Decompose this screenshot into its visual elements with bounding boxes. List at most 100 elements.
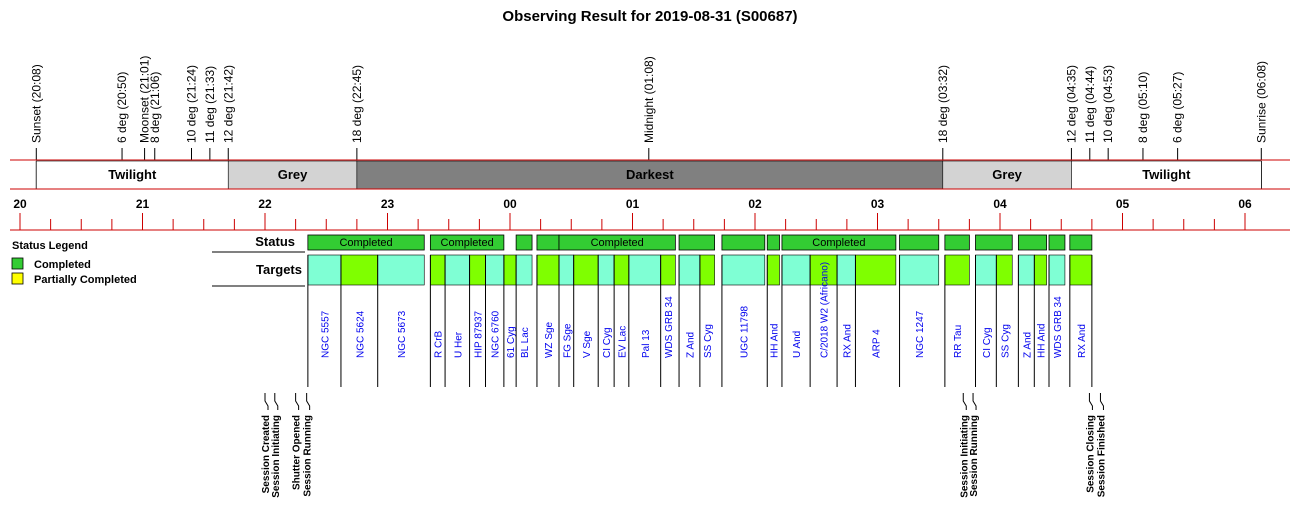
target-block <box>503 254 517 286</box>
event-label: 8 deg (05:10) <box>1136 72 1150 143</box>
target-block <box>515 254 533 286</box>
event-label: 11 deg (21:33) <box>203 66 217 143</box>
target-label: V Sge <box>582 330 593 358</box>
event-label: Sunrise (06:08) <box>1254 61 1268 143</box>
session-log-tick <box>274 393 279 410</box>
target-block <box>899 254 940 286</box>
session-log-tick <box>306 393 311 410</box>
session-log-tick <box>962 393 967 410</box>
target-label: NGC 5557 <box>320 310 331 358</box>
event-label: Midnight (01:08) <box>642 56 656 143</box>
status-legend: Status Legend Completed Partially Complete… <box>11 240 137 286</box>
hour-tick-label: 22 <box>258 197 272 211</box>
session-log-label: Session Running <box>303 415 314 497</box>
band-label: Twilight <box>108 167 157 182</box>
legend-swatch <box>11 272 24 285</box>
event-label: 10 deg (04:53) <box>1101 65 1115 143</box>
target-block <box>855 254 897 286</box>
status-block <box>558 234 676 251</box>
hour-tick-label: 23 <box>381 197 395 211</box>
target-label: R CrB <box>434 330 445 358</box>
target-block <box>781 254 811 286</box>
target-block <box>597 254 615 286</box>
target-label: UGC 11798 <box>739 305 750 358</box>
target-label: HH And <box>769 324 780 358</box>
target-labels: NGC 5557 NGC 5624 NGC 5673 R CrB U Her HIP 87… <box>307 255 1093 387</box>
status-block <box>781 234 897 251</box>
status-block <box>1069 234 1093 251</box>
status-block <box>899 234 940 251</box>
status-block <box>536 234 560 251</box>
target-label: RX And <box>1077 324 1088 358</box>
target-block <box>469 254 486 286</box>
target-label: ARP 4 <box>872 329 883 358</box>
target-label: Z And <box>1022 332 1033 358</box>
target-block <box>678 254 701 286</box>
session-log-label: Session Initiating <box>959 415 970 498</box>
legend-title: Status Legend <box>12 240 88 252</box>
hour-tick-label: 06 <box>1238 197 1252 211</box>
target-label: NGC 1247 <box>915 310 926 358</box>
band-label: Darkest <box>626 167 674 182</box>
target-block <box>536 254 560 286</box>
target-block <box>1034 254 1047 286</box>
status-block <box>307 234 425 251</box>
status-block <box>515 234 533 251</box>
target-label: Pal 13 <box>641 329 652 358</box>
band-darkest <box>356 160 944 190</box>
legend-item-label: Completed <box>34 259 91 271</box>
target-block <box>485 254 505 286</box>
targets-row-label: Targets <box>256 262 302 277</box>
target-block <box>377 254 425 286</box>
event-label: 18 deg (03:32) <box>936 65 950 143</box>
sky-brightness-bands: Twilight Grey Darkest Grey Twilight <box>35 160 1262 190</box>
target-label: WZ Sge <box>544 321 555 358</box>
target-label: U And <box>792 331 803 358</box>
target-block <box>444 254 470 286</box>
target-block <box>660 254 676 286</box>
status-block <box>1048 234 1066 251</box>
target-block <box>721 254 766 286</box>
status-row-label: Status <box>255 234 295 249</box>
target-label: NGC 5673 <box>397 310 408 358</box>
event-label: 18 deg (22:45) <box>350 65 364 143</box>
band-twilight <box>1071 160 1262 190</box>
session-log-tick <box>264 393 269 410</box>
hour-tick-label: 20 <box>13 197 27 211</box>
target-label: FG Sge <box>562 323 573 358</box>
target-label: NGC 6760 <box>491 310 502 358</box>
status-block <box>429 234 505 251</box>
band-twilight <box>35 160 229 190</box>
status-block <box>766 234 780 251</box>
target-block <box>573 254 599 286</box>
session-log-tick <box>1099 393 1104 410</box>
session-log-tick <box>295 393 300 410</box>
target-label: SS Cyg <box>703 324 714 358</box>
legend-swatch <box>11 257 24 270</box>
status-block-label: Completed <box>339 237 392 249</box>
target-label: HIP 87937 <box>474 310 485 358</box>
status-block <box>721 234 766 251</box>
legend-item-label: Partially Completed <box>34 274 137 286</box>
event-label: 12 deg (04:35) <box>1064 65 1078 143</box>
target-block <box>1018 254 1035 286</box>
target-block <box>975 254 997 286</box>
event-markers: Sunset (20:08) 6 deg (20:50) Moonset (21:0… <box>29 56 1268 189</box>
target-block <box>836 254 856 286</box>
event-label: 6 deg (20:50) <box>115 72 129 143</box>
target-label: RR Tau <box>953 325 964 358</box>
target-label: RX And <box>842 324 853 358</box>
band-label: Grey <box>992 167 1022 182</box>
target-block <box>766 254 780 286</box>
hour-tick-label: 03 <box>871 197 885 211</box>
target-label: WDS GRB 34 <box>1053 296 1064 358</box>
event-label: 8 deg (21:06) <box>148 72 162 143</box>
status-block <box>944 234 970 251</box>
target-label: U Her <box>453 331 464 358</box>
event-label: 10 deg (21:24) <box>185 65 199 143</box>
hour-axis: 20 21 22 23 00 01 02 03 04 05 06 <box>10 159 1290 231</box>
event-label: 11 deg (04:44) <box>1083 66 1097 143</box>
target-label: HH And <box>1036 324 1047 358</box>
band-label: Grey <box>278 167 308 182</box>
